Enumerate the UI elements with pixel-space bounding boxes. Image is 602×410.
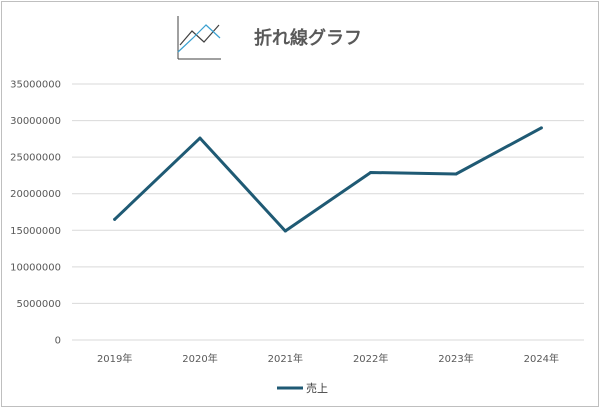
x-tick-label: 2019年	[97, 352, 132, 365]
legend-label: 売上	[306, 382, 328, 395]
chart-title: 折れ線グラフ	[254, 28, 362, 49]
data-point	[113, 217, 117, 221]
x-tick-label: 2024年	[524, 352, 559, 365]
x-tick-label: 2023年	[438, 352, 473, 365]
data-point	[539, 126, 543, 130]
x-tick-label: 2022年	[353, 352, 388, 365]
y-tick-label: 0	[55, 336, 61, 347]
y-tick-label: 35000000	[10, 80, 61, 91]
y-tick-label: 30000000	[10, 116, 61, 127]
y-tick-label: 5000000	[16, 299, 61, 310]
x-tick-label: 2021年	[268, 352, 303, 365]
y-tick-label: 15000000	[10, 226, 61, 237]
data-point	[283, 229, 287, 233]
line-chart-icon	[177, 16, 221, 60]
x-tick-label: 2020年	[182, 352, 217, 365]
data-point	[454, 172, 458, 176]
data-point	[198, 136, 202, 140]
series-line	[113, 126, 543, 233]
data-point	[369, 171, 373, 175]
y-tick-label: 25000000	[10, 153, 61, 164]
y-tick-label: 20000000	[10, 189, 61, 200]
y-tick-label: 10000000	[10, 262, 61, 273]
